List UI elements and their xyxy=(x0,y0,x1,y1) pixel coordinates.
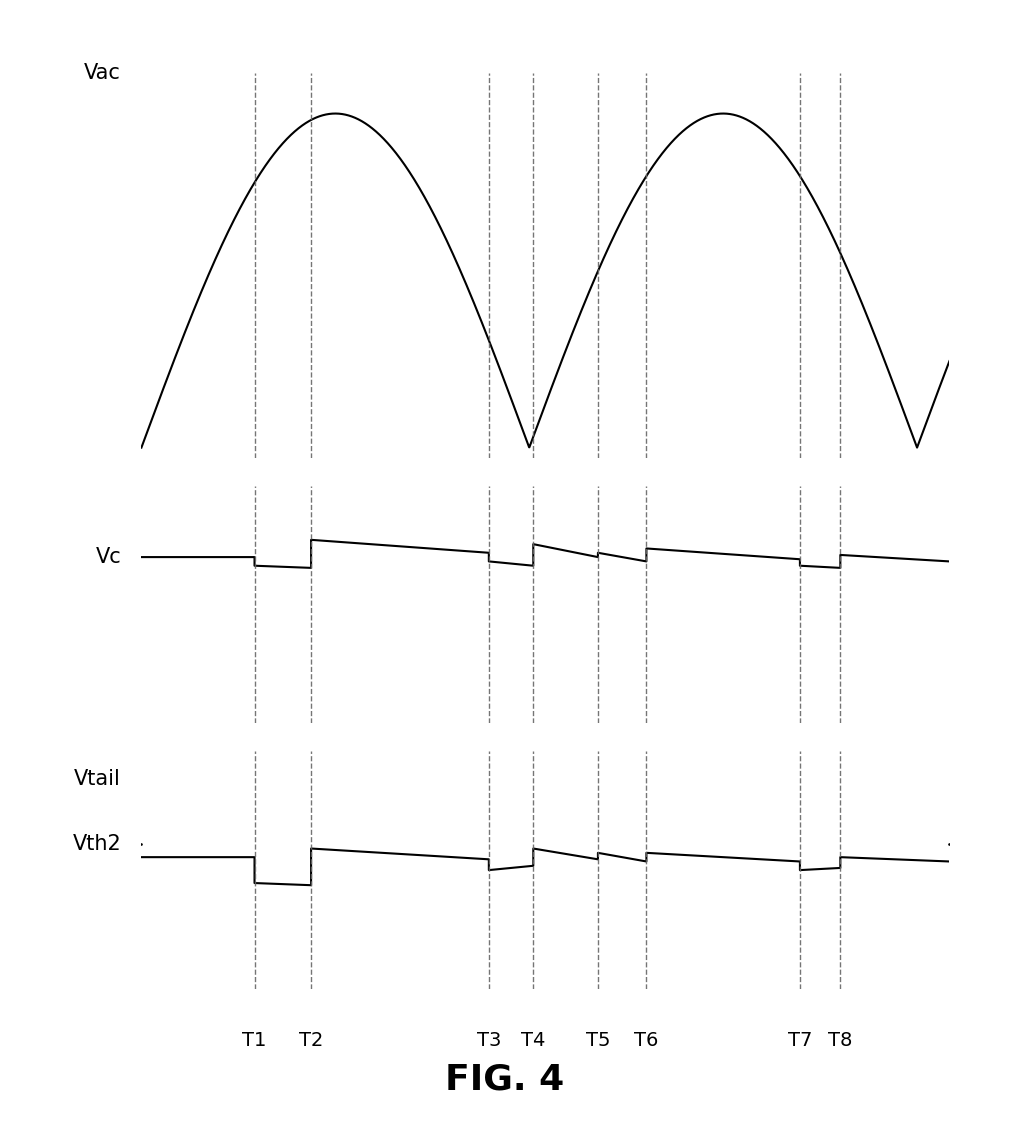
Text: T3: T3 xyxy=(477,1032,501,1051)
Text: T1: T1 xyxy=(242,1032,267,1051)
Text: FIG. 4: FIG. 4 xyxy=(445,1062,565,1096)
Text: T7: T7 xyxy=(788,1032,812,1051)
Text: T4: T4 xyxy=(521,1032,545,1051)
Text: Vc: Vc xyxy=(96,547,121,567)
Text: Vtail: Vtail xyxy=(75,770,121,790)
Text: Vac: Vac xyxy=(84,63,121,84)
Text: T8: T8 xyxy=(828,1032,852,1051)
Text: T2: T2 xyxy=(299,1032,323,1051)
Text: Vth2: Vth2 xyxy=(73,834,121,854)
Text: T5: T5 xyxy=(586,1032,610,1051)
Text: T6: T6 xyxy=(634,1032,659,1051)
